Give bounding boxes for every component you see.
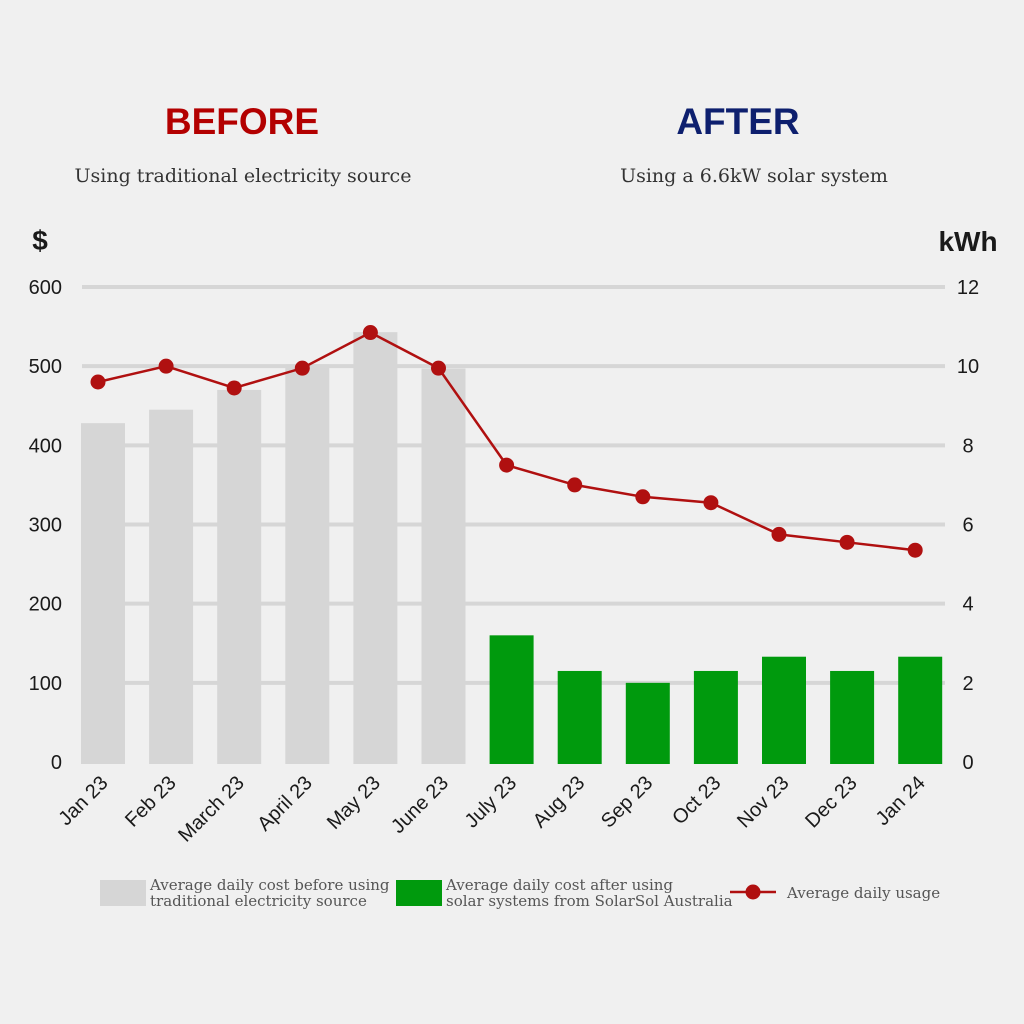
legend-swatch-after xyxy=(396,880,442,906)
usage-point-2 xyxy=(226,380,242,396)
legend-label: Average daily usage xyxy=(786,884,940,902)
bar-after-12 xyxy=(898,656,943,764)
usage-point-12 xyxy=(907,542,923,558)
right-tick-label: 8 xyxy=(962,435,973,457)
right-tick-label: 10 xyxy=(957,356,979,378)
right-tick-label: 4 xyxy=(962,594,973,616)
legend-label: solar systems from SolarSol Australia xyxy=(446,892,733,910)
left-tick-label: 100 xyxy=(29,673,62,695)
category-label: Oct 23 xyxy=(668,772,725,829)
category-label: April 23 xyxy=(253,772,317,836)
category-label: Nov 23 xyxy=(733,772,793,832)
bar-after-6 xyxy=(489,635,534,764)
usage-line xyxy=(90,325,923,558)
usage-point-0 xyxy=(90,374,106,390)
category-label: Feb 23 xyxy=(121,772,181,832)
legend: Average daily cost before usingtradition… xyxy=(100,876,940,910)
right-tick-label: 12 xyxy=(957,277,979,299)
category-label: March 23 xyxy=(174,772,249,847)
category-label: July 23 xyxy=(461,772,521,832)
usage-point-11 xyxy=(839,534,855,550)
usage-point-3 xyxy=(294,360,310,376)
right-tick-label: 0 xyxy=(962,752,973,774)
gridlines xyxy=(82,285,945,685)
usage-point-8 xyxy=(635,489,651,505)
left-tick-label: 200 xyxy=(29,594,62,616)
category-label: May 23 xyxy=(323,772,385,834)
category-label: Jan 24 xyxy=(872,772,930,830)
bars xyxy=(81,332,943,764)
legend-label: Average daily cost before using xyxy=(149,876,390,894)
right-axis-label: kWh xyxy=(938,226,997,257)
category-label: Aug 23 xyxy=(529,772,589,832)
right-tick-label: 2 xyxy=(962,673,973,695)
bar-after-9 xyxy=(693,670,738,764)
category-label: Dec 23 xyxy=(801,772,861,832)
category-label: Jan 23 xyxy=(55,772,113,830)
legend-label: traditional electricity source xyxy=(150,892,367,910)
left-tick-label: 300 xyxy=(29,515,62,537)
left-tick-label: 0 xyxy=(51,752,62,774)
bar-before-5 xyxy=(421,368,466,764)
left-tick-label: 500 xyxy=(29,356,62,378)
bar-after-10 xyxy=(762,656,806,764)
legend-swatch-before xyxy=(100,880,146,906)
bar-after-8 xyxy=(625,682,670,764)
bar-before-4 xyxy=(353,332,398,764)
right-tick-label: 6 xyxy=(962,515,973,537)
usage-point-9 xyxy=(703,495,719,511)
after-subtitle: Using a 6.6kW solar system xyxy=(620,165,888,187)
usage-point-6 xyxy=(499,457,515,473)
usage-point-10 xyxy=(771,526,787,542)
category-label: June 23 xyxy=(387,772,453,838)
left-axis-label: $ xyxy=(32,225,48,256)
left-tick-label: 600 xyxy=(29,277,62,299)
legend-label: Average daily cost after using xyxy=(445,876,673,894)
bar-before-3 xyxy=(285,364,330,764)
before-title: BEFORE xyxy=(165,101,319,142)
bar-after-11 xyxy=(830,670,875,764)
bar-before-1 xyxy=(149,409,194,764)
left-tick-label: 400 xyxy=(29,435,62,457)
usage-point-1 xyxy=(158,358,174,374)
after-title: AFTER xyxy=(676,101,799,142)
usage-point-4 xyxy=(362,325,378,341)
bar-before-2 xyxy=(217,389,262,764)
before-subtitle: Using traditional electricity source xyxy=(75,165,412,187)
bar-before-0 xyxy=(81,423,125,764)
usage-point-5 xyxy=(431,360,446,376)
bar-after-7 xyxy=(557,670,602,764)
category-label: Sep 23 xyxy=(597,772,657,832)
legend-swatch-usage-dot xyxy=(745,884,761,900)
usage-point-7 xyxy=(567,477,583,493)
